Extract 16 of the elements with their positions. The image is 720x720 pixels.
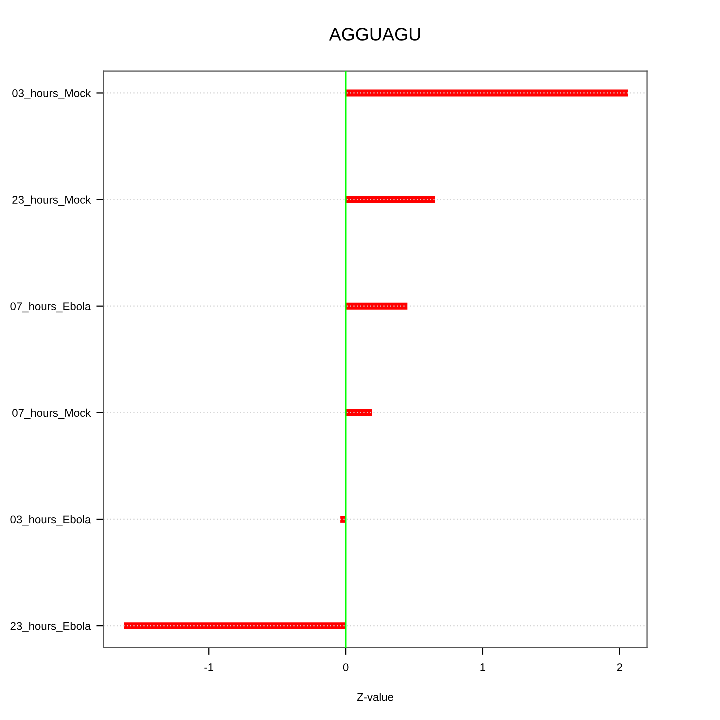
bar [346, 196, 436, 204]
y-tick-label: 23_hours_Ebola [10, 622, 92, 632]
y-tick-label: 03_hours_Mock [12, 89, 92, 100]
y-tick-label: 23_hours_Mock [12, 196, 92, 206]
x-axis-title: Z-value [357, 693, 394, 702]
x-tick-label: 1 [480, 664, 486, 672]
y-tick-label: 07_hours_Ebola [10, 302, 92, 313]
x-tick-label: 0 [343, 664, 349, 672]
bar [124, 622, 346, 630]
chart-title: AGGUAGU [329, 28, 420, 41]
bar [346, 302, 408, 310]
x-tick-label: 2 [617, 664, 622, 672]
y-tick-label: 03_hours_Ebola [10, 515, 92, 526]
bar [346, 409, 372, 416]
y-tick-label: 07_hours_Mock [12, 408, 92, 420]
x-tick-label: -1 [204, 664, 214, 672]
